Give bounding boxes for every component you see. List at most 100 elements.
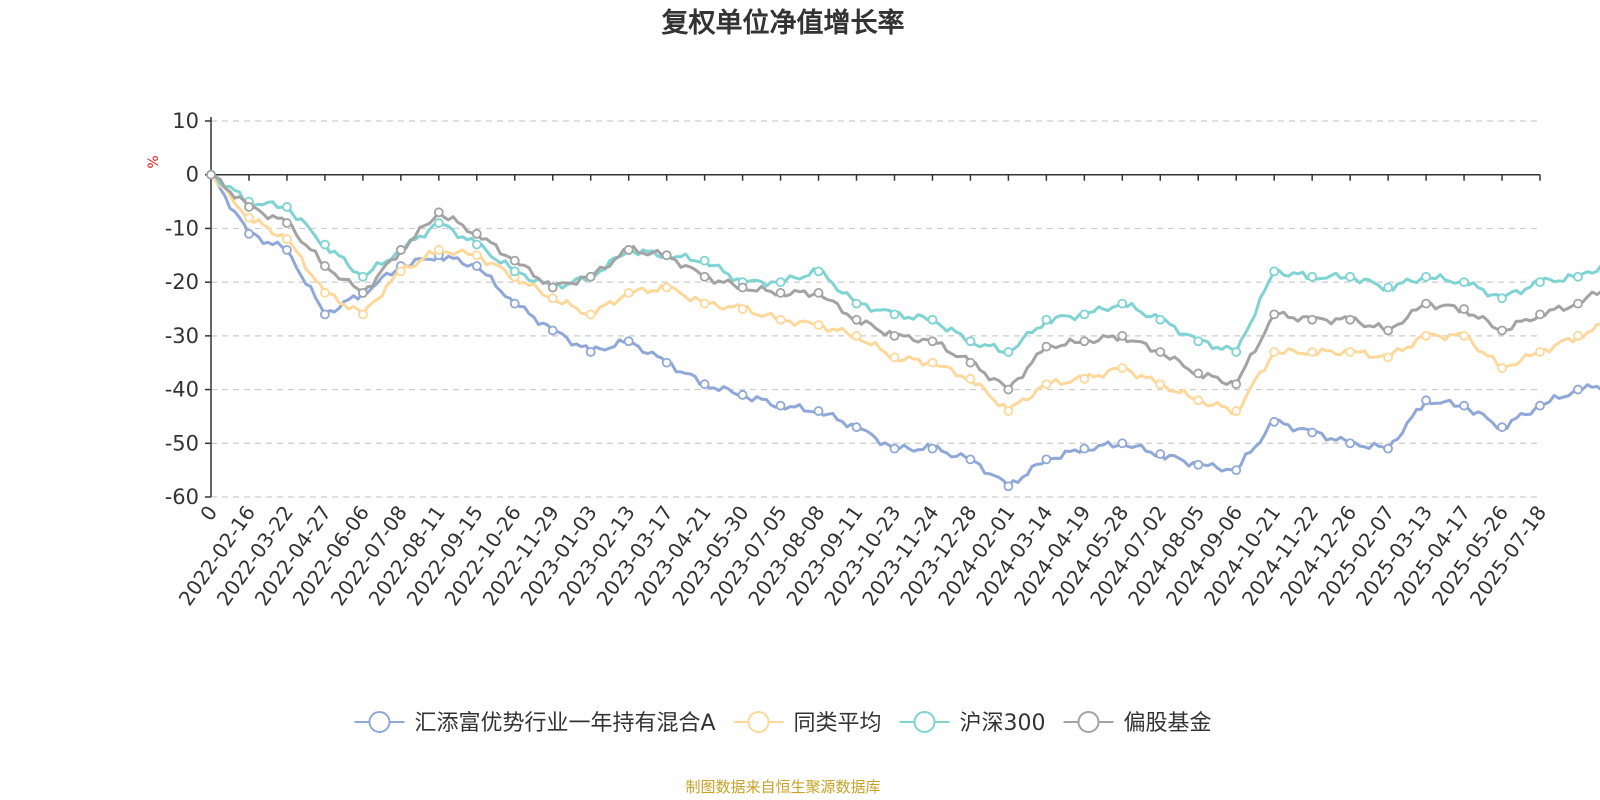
series-point	[509, 255, 520, 266]
series-point	[471, 261, 482, 271]
series-point	[1459, 304, 1469, 314]
series-point	[471, 250, 482, 261]
y-tick-label: -60	[165, 485, 199, 509]
series-point	[1535, 309, 1545, 320]
series-point	[1421, 271, 1431, 282]
series-point	[965, 373, 976, 384]
series-point	[1193, 459, 1204, 470]
series-point	[244, 202, 254, 212]
series-line	[210, 173, 1600, 392]
legend: 汇添富优势行业一年持有混合A 同类平均 沪深300 偏股基金	[354, 711, 1212, 736]
series-point	[320, 309, 330, 320]
series-point	[1269, 266, 1280, 277]
series-point	[1041, 314, 1052, 325]
series-point	[1535, 400, 1545, 411]
series-point	[357, 271, 368, 282]
series-point	[1155, 314, 1166, 325]
legend-marker	[747, 711, 770, 733]
series-point	[320, 261, 330, 271]
series-line	[209, 173, 1600, 416]
series-point	[965, 336, 976, 347]
series-point	[889, 330, 900, 341]
series-point	[775, 277, 786, 288]
y-tick-label: -10	[165, 216, 199, 240]
series-point	[547, 293, 558, 304]
series-point	[889, 352, 900, 363]
series-point	[1193, 336, 1204, 347]
series-point	[1345, 314, 1356, 325]
series-point	[1079, 309, 1090, 320]
series-point	[1041, 454, 1052, 465]
series-point	[1573, 330, 1583, 341]
series-point	[661, 357, 672, 368]
series-point	[1231, 379, 1242, 390]
source-note: 制图数据来自恒生聚源数据库	[685, 778, 880, 796]
series-point	[623, 287, 634, 298]
legend-label: 沪深300	[960, 711, 1046, 736]
series-point	[1383, 282, 1394, 293]
series-point	[433, 245, 444, 255]
series-point	[661, 250, 672, 261]
series-point	[965, 357, 976, 368]
series-point	[889, 309, 900, 320]
series-point	[244, 212, 254, 223]
series-point	[471, 228, 482, 239]
series-point	[1459, 277, 1469, 288]
series-point	[1117, 438, 1128, 449]
series-point	[547, 282, 558, 293]
series-point	[1269, 309, 1280, 320]
series-point	[433, 207, 444, 218]
series-point	[1345, 347, 1356, 357]
legend-label: 偏股基金	[1124, 711, 1212, 736]
x-tick-label: 0	[195, 501, 222, 525]
series-group	[206, 169, 1600, 492]
series-point	[1307, 347, 1318, 357]
series-point	[1079, 336, 1090, 347]
series-point	[1041, 341, 1052, 352]
series-point	[699, 298, 710, 309]
series-point	[813, 287, 824, 298]
y-tick-label: 0	[186, 163, 199, 187]
series-point	[1459, 330, 1469, 341]
grid-lines	[211, 120, 1540, 498]
series-point	[1383, 443, 1394, 454]
series-point	[1117, 298, 1128, 309]
series-point	[1535, 277, 1545, 288]
series-point	[927, 443, 938, 454]
series-line	[209, 173, 1600, 488]
legend-label: 汇添富优势行业一年持有混合A	[414, 711, 715, 736]
legend-marker	[368, 711, 391, 733]
series-line	[210, 173, 1600, 354]
series-point	[737, 304, 748, 314]
series-point	[395, 266, 406, 277]
legend-label: 同类平均	[794, 711, 882, 736]
series-point	[813, 320, 824, 331]
legend-marker	[1077, 711, 1100, 733]
series-point	[585, 271, 596, 282]
series-point	[927, 314, 938, 325]
series-point	[1003, 406, 1014, 416]
series-point	[1117, 363, 1128, 373]
series-point	[282, 202, 292, 212]
series-point	[282, 218, 292, 228]
series-point	[927, 357, 938, 368]
series-point	[1345, 271, 1356, 282]
series-point	[1269, 347, 1280, 357]
series-point	[1269, 416, 1280, 427]
series-point	[1155, 379, 1166, 390]
series-point	[1345, 438, 1356, 449]
y-axis-unit: %	[146, 155, 162, 168]
series-point	[1421, 395, 1431, 406]
series-point	[889, 443, 900, 454]
series-point	[851, 298, 862, 309]
series-point	[320, 287, 330, 298]
series-point	[1421, 330, 1431, 341]
y-tick-label: 10	[172, 109, 199, 133]
series-point	[1383, 325, 1394, 336]
series-point	[1383, 352, 1394, 363]
series-point	[623, 336, 634, 347]
series-point	[547, 325, 558, 336]
series-point	[775, 314, 786, 325]
series-point	[1307, 271, 1318, 282]
series-point	[661, 282, 672, 293]
